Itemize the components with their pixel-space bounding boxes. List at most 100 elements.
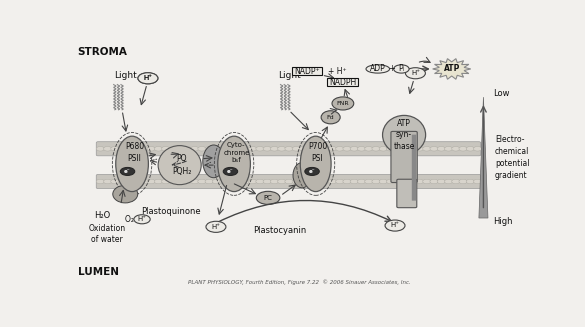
Circle shape bbox=[473, 179, 481, 184]
Text: H₂O: H₂O bbox=[94, 211, 111, 220]
Ellipse shape bbox=[366, 65, 390, 73]
Circle shape bbox=[459, 146, 467, 151]
Circle shape bbox=[147, 179, 155, 184]
Circle shape bbox=[97, 179, 104, 184]
Circle shape bbox=[350, 146, 358, 151]
Circle shape bbox=[249, 179, 257, 184]
Text: O₂ +: O₂ + bbox=[125, 215, 143, 224]
Text: Light: Light bbox=[114, 71, 137, 80]
Text: H⁺: H⁺ bbox=[391, 222, 400, 228]
Circle shape bbox=[387, 179, 394, 184]
FancyBboxPatch shape bbox=[292, 67, 322, 76]
Text: Cyto-
chrome
b₆f: Cyto- chrome b₆f bbox=[223, 142, 250, 163]
Text: + H⁺: + H⁺ bbox=[328, 67, 347, 76]
Circle shape bbox=[183, 146, 191, 151]
Circle shape bbox=[256, 179, 264, 184]
Circle shape bbox=[394, 179, 402, 184]
Circle shape bbox=[466, 179, 474, 184]
Circle shape bbox=[430, 179, 438, 184]
Circle shape bbox=[104, 179, 112, 184]
Circle shape bbox=[223, 167, 238, 176]
Circle shape bbox=[205, 179, 213, 184]
Text: e⁻: e⁻ bbox=[227, 169, 234, 174]
Text: Low: Low bbox=[493, 89, 510, 98]
Circle shape bbox=[408, 146, 417, 151]
Text: NADP⁺: NADP⁺ bbox=[294, 67, 320, 76]
Circle shape bbox=[285, 146, 293, 151]
Circle shape bbox=[270, 179, 278, 184]
Circle shape bbox=[242, 179, 249, 184]
Text: Plastoquinone: Plastoquinone bbox=[141, 207, 201, 216]
Circle shape bbox=[437, 146, 445, 151]
Circle shape bbox=[242, 146, 249, 151]
Circle shape bbox=[118, 146, 126, 151]
Text: STROMA: STROMA bbox=[78, 47, 128, 57]
Text: P680
PSII: P680 PSII bbox=[125, 143, 144, 163]
Ellipse shape bbox=[116, 136, 149, 192]
Circle shape bbox=[140, 179, 148, 184]
Circle shape bbox=[466, 146, 474, 151]
Circle shape bbox=[183, 179, 191, 184]
Ellipse shape bbox=[218, 136, 250, 192]
Text: High: High bbox=[493, 217, 512, 226]
Text: e⁻: e⁻ bbox=[124, 169, 131, 174]
Circle shape bbox=[191, 146, 199, 151]
Text: LUMEN: LUMEN bbox=[78, 267, 119, 277]
Circle shape bbox=[343, 179, 351, 184]
Text: PLANT PHYSIOLOGY, Fourth Edition, Figure 7.22  © 2006 Sinauer Associates, Inc.: PLANT PHYSIOLOGY, Fourth Edition, Figure… bbox=[188, 279, 411, 285]
Circle shape bbox=[118, 179, 126, 184]
Ellipse shape bbox=[394, 65, 409, 73]
Circle shape bbox=[138, 73, 158, 84]
Circle shape bbox=[357, 146, 366, 151]
Circle shape bbox=[452, 146, 460, 151]
Circle shape bbox=[234, 179, 242, 184]
Ellipse shape bbox=[293, 163, 311, 188]
Circle shape bbox=[292, 146, 300, 151]
Text: ATP: ATP bbox=[443, 64, 460, 74]
Text: ADP: ADP bbox=[370, 64, 386, 74]
Circle shape bbox=[300, 179, 308, 184]
Circle shape bbox=[111, 179, 119, 184]
Circle shape bbox=[452, 179, 460, 184]
Circle shape bbox=[350, 179, 358, 184]
Circle shape bbox=[415, 146, 424, 151]
Text: e⁻: e⁻ bbox=[309, 169, 315, 174]
Circle shape bbox=[138, 73, 158, 84]
Circle shape bbox=[379, 146, 387, 151]
Circle shape bbox=[212, 146, 221, 151]
Circle shape bbox=[125, 146, 133, 151]
Ellipse shape bbox=[332, 97, 354, 110]
Text: Light: Light bbox=[278, 71, 301, 80]
FancyBboxPatch shape bbox=[97, 142, 481, 156]
Circle shape bbox=[437, 179, 445, 184]
Circle shape bbox=[121, 167, 135, 176]
Circle shape bbox=[292, 179, 300, 184]
Circle shape bbox=[198, 179, 206, 184]
Circle shape bbox=[234, 146, 242, 151]
Circle shape bbox=[405, 68, 425, 79]
Circle shape bbox=[307, 146, 315, 151]
Circle shape bbox=[278, 179, 285, 184]
Polygon shape bbox=[479, 97, 488, 218]
Circle shape bbox=[154, 146, 163, 151]
Circle shape bbox=[336, 179, 344, 184]
Text: H⁺: H⁺ bbox=[211, 224, 221, 230]
Ellipse shape bbox=[300, 136, 331, 192]
Circle shape bbox=[285, 179, 293, 184]
Text: H⁺: H⁺ bbox=[411, 70, 420, 76]
Text: Pᵢ: Pᵢ bbox=[398, 64, 404, 74]
FancyBboxPatch shape bbox=[412, 135, 417, 201]
Circle shape bbox=[147, 146, 155, 151]
FancyBboxPatch shape bbox=[391, 131, 417, 182]
Text: PQH₂: PQH₂ bbox=[172, 167, 192, 176]
Ellipse shape bbox=[383, 115, 426, 154]
Circle shape bbox=[307, 179, 315, 184]
Circle shape bbox=[423, 179, 431, 184]
Circle shape bbox=[176, 146, 184, 151]
Circle shape bbox=[372, 146, 380, 151]
Text: Oxidation
of water: Oxidation of water bbox=[88, 224, 126, 244]
Circle shape bbox=[445, 146, 453, 151]
Circle shape bbox=[263, 146, 271, 151]
Circle shape bbox=[249, 146, 257, 151]
Circle shape bbox=[278, 146, 285, 151]
